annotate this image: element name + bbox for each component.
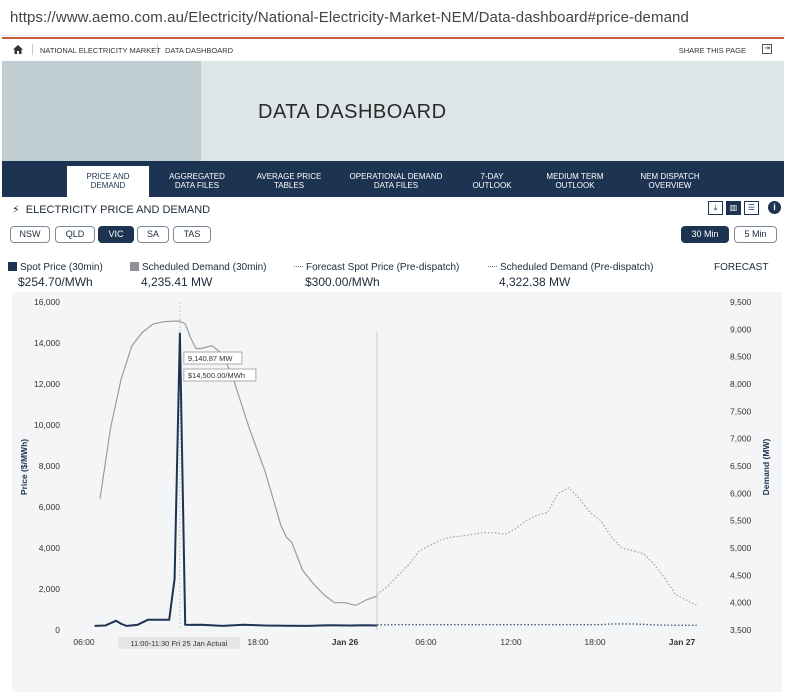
breadcrumb: NATIONAL ELECTRICITY MARKET DATA DASHBOA… (2, 39, 784, 61)
region-tas-button[interactable]: TAS (173, 226, 211, 243)
price-tick-label: 12,000 (34, 379, 60, 389)
demand-tick-label: 4,500 (730, 570, 752, 580)
chart-svg[interactable]: 0 2,000 4,000 6,000 8,000 10,000 12,000 14,000 1… (12, 281, 782, 692)
page-title: DATA DASHBOARD (258, 101, 447, 123)
series-forecast-spot-price-pre-dispatch- (376, 623, 697, 626)
crosshair-label-box (117, 637, 240, 649)
tooltip-demand-text: 9,140.87 MW (188, 354, 234, 363)
price-tick-label: 14,000 (34, 338, 60, 348)
tooltip-demand-box (183, 351, 243, 365)
legend-scheduled-demand[interactable]: Scheduled Demand (30min) 4,235.41 MW (130, 262, 267, 289)
demand-tick-label: 5,000 (730, 543, 752, 553)
crosshair-label-text: 11:00-11:30 Fri 25 Jan Actual (130, 639, 227, 648)
demand-tick-label: 8,500 (730, 352, 752, 362)
x-tick-label: 06:00 (415, 637, 437, 647)
demand-tick-label: 7,000 (730, 434, 752, 444)
tab-nem-dispatch-overview[interactable]: NEM DISPATCH OVERVIEW (640, 172, 700, 190)
x-tick-label: Jan 27 (669, 637, 696, 647)
dashboard-tab-bar: PRICE AND DEMAND AGGREGATED DATA FILES A… (2, 161, 784, 197)
forecast-price-dots (294, 266, 303, 267)
interval-30min-button[interactable]: 30 Min (681, 226, 729, 243)
demand-tick-label: 3,500 (730, 625, 752, 635)
table-view-icon[interactable]: ☰ (744, 201, 759, 215)
tab-medium-term-outlook[interactable]: MEDIUM TERM OUTLOOK (546, 172, 604, 190)
y-axis-title: Price ($/MWh) (19, 439, 29, 495)
hero-image-block (2, 61, 201, 161)
demand-tick-label: 7,500 (730, 406, 752, 416)
tab-7-day-outlook[interactable]: 7-DAY OUTLOOK (472, 172, 512, 190)
demand-tick-label: 6,000 (730, 488, 752, 498)
region-nsw-button[interactable]: NSW (10, 226, 50, 243)
interval-5min-button[interactable]: 5 Min (734, 226, 777, 243)
legend-forecast-spot-price[interactable]: Forecast Spot Price (Pre-dispatch) $300.… (294, 262, 459, 289)
hero-banner: DATA DASHBOARD (2, 61, 784, 161)
spot-price-swatch (8, 262, 17, 271)
chart-view-icon[interactable]: ▥ (726, 201, 741, 215)
region-vic-button[interactable]: VIC (98, 226, 134, 243)
demand-tick-label: 4,000 (730, 598, 752, 608)
x-tick-label: Jan 26 (332, 637, 359, 647)
x-tick-label: 18:00 (247, 637, 269, 647)
forecast-price-value: $300.00/MWh (305, 275, 380, 289)
demand-tick-label: 9,500 (730, 297, 752, 307)
demand-tick-label: 8,000 (730, 379, 752, 389)
price-tick-label: 0 (55, 625, 60, 635)
tab-aggregated-data-files[interactable]: AGGREGATED DATA FILES (169, 172, 225, 190)
section-title: ⚡ ELECTRICITY PRICE AND DEMAND (12, 204, 211, 216)
price-tick-label: 6,000 (39, 502, 61, 512)
forecast-label: FORECAST (714, 262, 769, 273)
tab-average-price-tables[interactable]: AVERAGE PRICE TABLES (256, 172, 322, 190)
page-frame: NATIONAL ELECTRICITY MARKET DATA DASHBOA… (2, 37, 784, 692)
price-tick-label: 8,000 (39, 461, 61, 471)
spot-price-value: $254.70/MWh (18, 275, 93, 289)
legend-forecast-demand[interactable]: Scheduled Demand (Pre-dispatch) 4,322.38… (488, 262, 653, 289)
legend-spot-price[interactable]: Spot Price (30min) $254.70/MWh (8, 262, 103, 289)
series-spot-price-30min- (94, 332, 378, 627)
home-icon[interactable] (13, 45, 23, 54)
url-text[interactable]: https://www.aemo.com.au/Electricity/Nati… (10, 9, 689, 26)
breadcrumb-national-electricity-market[interactable]: NATIONAL ELECTRICITY MARKET (40, 46, 161, 55)
scheduled-demand-swatch (130, 262, 139, 271)
bolt-icon: ⚡ (12, 204, 20, 216)
tooltip-price-text: $14,500.00/MWh (188, 371, 245, 380)
demand-tick-label: 6,500 (730, 461, 752, 471)
y2-axis-title: Demand (MW) (761, 439, 771, 496)
browser-address-bar[interactable]: https://www.aemo.com.au/Electricity/Nati… (0, 0, 785, 36)
forecast-demand-value: 4,322.38 MW (499, 275, 571, 289)
price-tick-label: 10,000 (34, 420, 60, 430)
demand-tick-label: 5,500 (730, 516, 752, 526)
tab-operational-demand-data-files[interactable]: OPERATIONAL DEMAND DATA FILES (349, 172, 443, 190)
x-tick-label: 12:00 (500, 637, 522, 647)
info-icon[interactable]: i (768, 201, 781, 214)
x-tick-label: 06:00 (73, 637, 95, 647)
tooltip-price-box (183, 368, 257, 382)
price-tick-label: 2,000 (39, 584, 61, 594)
scheduled-demand-value: 4,235.41 MW (141, 275, 213, 289)
price-tick-label: 16,000 (34, 297, 60, 307)
share-icon[interactable]: ⇥ (762, 44, 772, 54)
demand-tick-label: 9,000 (730, 324, 752, 334)
x-tick-label: 18:00 (584, 637, 606, 647)
price-demand-chart[interactable]: 0 2,000 4,000 6,000 8,000 10,000 12,000 14,000 1… (12, 281, 782, 692)
series-scheduled-demand-pre-dispatch- (376, 487, 697, 606)
download-icon[interactable]: ⤓ (708, 201, 723, 215)
region-sa-button[interactable]: SA (137, 226, 169, 243)
breadcrumb-data-dashboard[interactable]: DATA DASHBOARD (165, 46, 234, 55)
share-this-page-link[interactable]: SHARE THIS PAGE (678, 46, 746, 55)
price-tick-label: 4,000 (39, 543, 61, 553)
region-qld-button[interactable]: QLD (55, 226, 95, 243)
tab-price-and-demand[interactable]: PRICE AND DEMAND (67, 166, 149, 197)
forecast-demand-dots (488, 266, 497, 267)
